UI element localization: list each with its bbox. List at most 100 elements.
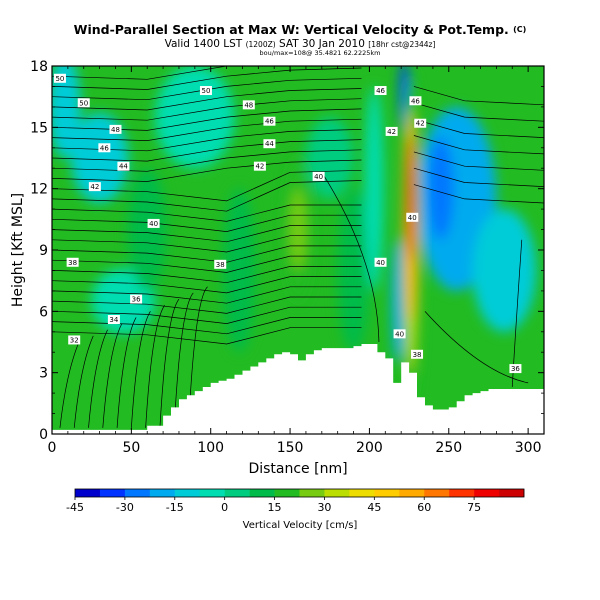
colorbar-segment [124,489,151,497]
colorbar-segment [224,489,250,497]
chart-title: Wind-Parallel Section at Max W: Vertical… [73,22,527,37]
contour-label: 38 [214,259,227,269]
contour-label: 44 [117,161,130,171]
colorbar-tick-label: 45 [367,501,381,514]
w-feature [364,86,384,291]
theta-contour [52,118,362,141]
theta-contour [159,298,180,428]
svg-text:40: 40 [149,220,158,228]
theta-contour [52,169,362,202]
x-tick-label: 300 [515,440,542,456]
x-tick-label: 50 [122,440,140,456]
w-feature [128,168,167,291]
contour-label: 48 [242,100,255,110]
svg-text:36: 36 [511,365,520,373]
theta-contour [52,306,362,324]
x-tick-label: 0 [48,440,57,456]
y-tick-label: 9 [39,243,48,259]
theta-contour [52,129,362,152]
contour-label: 46 [409,96,422,106]
theta-contour [102,323,123,428]
theta-contour [88,329,108,428]
svg-text:46: 46 [376,87,385,95]
colorbar-tick-label: 30 [317,501,331,514]
theta-contour [52,235,362,253]
svg-text:48: 48 [111,126,120,134]
contour-label: 50 [199,86,212,96]
theta-contour [511,239,523,387]
contour-label: 38 [411,349,424,359]
theta-contour [52,67,362,90]
colorbar-segment [474,489,500,497]
terrain [52,344,544,434]
theta-contour [52,276,362,294]
x-tick-label: 150 [277,440,304,456]
theta-contour [73,335,94,428]
colorbar-segment [399,489,425,497]
theta-contour [413,167,544,187]
contour-label: 40 [406,212,419,222]
svg-text:38: 38 [216,261,225,269]
theta-contour [52,149,362,172]
theta-contour [145,305,165,428]
theta-contour [116,317,137,428]
w-feature [223,188,256,353]
x-tick-label: 250 [435,440,462,456]
theta-contour [52,245,362,263]
theta-contour [52,98,362,121]
contour-label: 50 [53,73,66,83]
x-tick-label: 200 [356,440,383,456]
contour-label: 40 [374,257,387,267]
colorbar-tick-label: 75 [467,501,481,514]
svg-text:46: 46 [411,97,420,105]
svg-text:40: 40 [408,214,417,222]
contour-label: 44 [263,139,276,149]
theta-contour [52,286,362,304]
theta-contour [52,180,362,212]
contour-label: 42 [414,118,427,128]
colorbar-segment [449,489,475,497]
theta-contour [424,311,529,384]
y-tick-label: 3 [39,366,48,382]
y-tick-label: 18 [30,59,48,75]
contour-label: 48 [109,124,122,134]
contour-label: 46 [263,116,276,126]
colorbar-tick-label: 60 [417,501,431,514]
svg-text:50: 50 [55,75,64,83]
colorbar-segment [149,489,176,497]
svg-text:42: 42 [90,183,99,191]
theta-contour [52,214,362,232]
colorbar-segment [374,489,400,497]
y-tick-label: 15 [30,120,48,136]
colorbar-tick-label: -30 [116,501,134,514]
theta-contour [413,135,544,155]
w-feature [428,137,454,240]
colorbar-label: Vertical Velocity [cm/s] [243,520,358,531]
svg-text:46: 46 [265,118,274,126]
colorbar-segment [199,489,225,497]
contour-label: 46 [98,143,111,153]
contour-label: 38 [66,257,79,267]
colorbar-segment [174,489,201,497]
w-feature [472,209,537,332]
contour-label: 36 [130,294,143,304]
svg-text:38: 38 [413,351,422,359]
contour-label: 34 [107,315,120,325]
theta-contour [413,151,544,171]
colorbar-segment [499,489,525,497]
contour-label: 40 [393,329,406,339]
theta-contour [173,292,194,428]
y-tick-label: 12 [30,182,48,198]
contour-label: 50 [77,98,90,108]
contour-label: 36 [509,364,522,374]
theta-contour [52,66,231,80]
contour-label: 42 [88,182,101,192]
w-feature [52,66,81,158]
colorbar-tick-label: -45 [66,501,84,514]
x-axis: 0 50 100 150 200 250 300 [48,66,542,456]
colorbar-tick-label: 0 [221,501,228,514]
theta-contour [52,255,362,273]
y-axis-label: Height [Kft MSL] [10,193,26,307]
theta-contour [321,172,380,343]
